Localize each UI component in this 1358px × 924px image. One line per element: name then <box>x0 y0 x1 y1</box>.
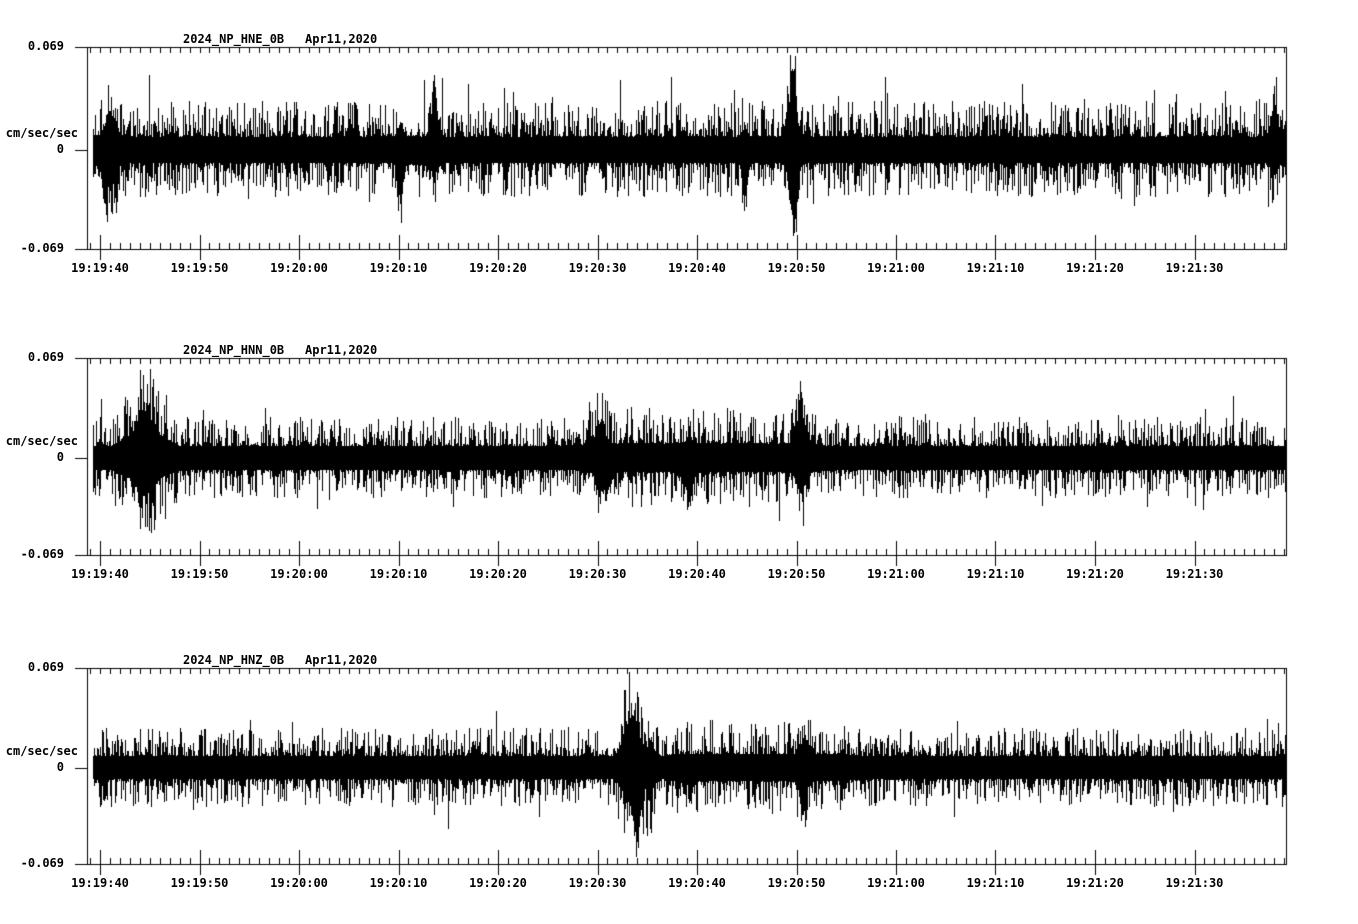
y-tick-label: 0.069 <box>27 350 64 364</box>
x-tick-label: 19:19:50 <box>170 567 229 581</box>
y-axis-unit-label: cm/sec/sec <box>5 744 78 758</box>
x-tick-label: 19:19:40 <box>71 261 129 275</box>
y-tick-label: 0 <box>56 760 64 774</box>
x-tick-label: 19:21:20 <box>1066 567 1124 581</box>
trace-date-label: Apr11,2020 <box>305 32 378 46</box>
x-tick-label: 19:21:10 <box>966 567 1025 581</box>
x-tick-label: 19:21:30 <box>1165 567 1224 581</box>
x-tick-label: 19:19:50 <box>170 261 229 275</box>
x-tick-label: 19:20:10 <box>369 261 428 275</box>
x-tick-label: 19:19:40 <box>71 567 129 581</box>
y-tick-label: -0.069 <box>20 241 64 255</box>
x-tick-label: 19:20:40 <box>668 567 726 581</box>
trace-title: 2024_NP_HNE_0B <box>183 32 285 46</box>
x-tick-label: 19:20:50 <box>767 567 826 581</box>
x-tick-label: 19:20:20 <box>469 567 527 581</box>
y-axis-unit-label: cm/sec/sec <box>5 126 78 140</box>
x-tick-label: 19:21:00 <box>867 567 925 581</box>
y-tick-label: 0 <box>56 142 64 156</box>
x-tick-label: 19:19:50 <box>170 876 229 890</box>
x-tick-label: 19:20:30 <box>568 261 627 275</box>
trace-title: 2024_NP_HNZ_0B <box>183 653 285 667</box>
x-tick-label: 19:21:00 <box>867 876 925 890</box>
y-tick-label: -0.069 <box>20 547 64 561</box>
x-tick-label: 19:20:00 <box>270 261 328 275</box>
x-tick-label: 19:20:50 <box>767 261 826 275</box>
x-tick-label: 19:21:30 <box>1165 876 1224 890</box>
trace-title: 2024_NP_HNN_0B <box>183 343 285 357</box>
x-tick-label: 19:21:20 <box>1066 261 1124 275</box>
x-tick-label: 19:21:10 <box>966 876 1025 890</box>
x-tick-label: 19:21:10 <box>966 261 1025 275</box>
x-tick-label: 19:19:40 <box>71 876 129 890</box>
y-tick-label: 0.069 <box>27 660 64 674</box>
x-tick-label: 19:20:40 <box>668 261 726 275</box>
x-tick-label: 19:20:10 <box>369 876 428 890</box>
x-tick-label: 19:20:20 <box>469 876 527 890</box>
trace-date-label: Apr11,2020 <box>305 653 378 667</box>
x-tick-label: 19:21:20 <box>1066 876 1124 890</box>
x-tick-label: 19:20:00 <box>270 876 328 890</box>
x-tick-label: 19:21:30 <box>1165 261 1224 275</box>
y-tick-label: 0.069 <box>27 39 64 53</box>
x-tick-label: 19:20:20 <box>469 261 527 275</box>
x-tick-label: 19:20:00 <box>270 567 328 581</box>
x-tick-label: 19:21:00 <box>867 261 925 275</box>
y-tick-label: 0 <box>56 450 64 464</box>
y-tick-label: -0.069 <box>20 856 64 870</box>
x-tick-label: 19:20:30 <box>568 876 627 890</box>
x-tick-label: 19:20:50 <box>767 876 826 890</box>
x-tick-label: 19:20:30 <box>568 567 627 581</box>
y-axis-unit-label: cm/sec/sec <box>5 434 78 448</box>
x-tick-label: 19:20:40 <box>668 876 726 890</box>
x-tick-label: 19:20:10 <box>369 567 428 581</box>
trace-date-label: Apr11,2020 <box>305 343 378 357</box>
